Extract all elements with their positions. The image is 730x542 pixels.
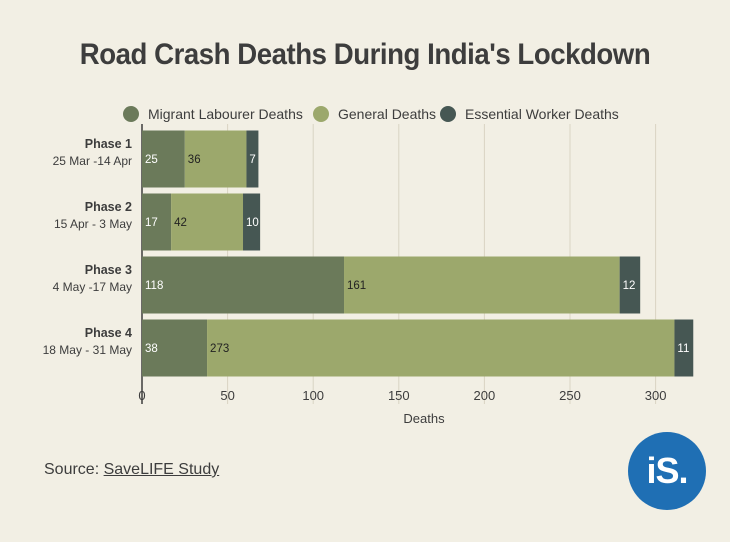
bar-data-label: 25 bbox=[145, 154, 158, 166]
brand-logo[interactable]: iS. bbox=[628, 432, 706, 510]
bar-segment bbox=[674, 319, 694, 377]
bar-data-label: 42 bbox=[174, 217, 187, 229]
bar-data-label: 273 bbox=[210, 343, 229, 355]
bar-segment bbox=[142, 193, 172, 251]
x-tick-label: 50 bbox=[220, 388, 234, 403]
bar-data-label: 17 bbox=[145, 217, 158, 229]
legend-label: Essential Worker Deaths bbox=[465, 106, 619, 122]
bar-segment bbox=[246, 130, 259, 188]
x-axis-label: Deaths bbox=[403, 411, 445, 426]
x-tick-label: 150 bbox=[388, 388, 410, 403]
category-label: Phase 1 bbox=[85, 137, 132, 151]
category-dates: 25 Mar -14 Apr bbox=[53, 154, 132, 168]
bar-segment bbox=[619, 256, 641, 314]
category-label: Phase 4 bbox=[85, 326, 132, 340]
source-link[interactable]: SaveLIFE Study bbox=[103, 461, 220, 478]
bar-segment bbox=[142, 319, 208, 377]
bar-data-label: 11 bbox=[677, 343, 689, 355]
source-prefix: Source: bbox=[44, 461, 104, 478]
bar-data-label: 118 bbox=[145, 280, 163, 292]
category-dates: 4 May -17 May bbox=[53, 280, 132, 294]
bar-data-label: 38 bbox=[145, 343, 158, 355]
bar-data-label: 12 bbox=[623, 280, 636, 292]
bar-segment bbox=[184, 130, 247, 188]
category-label: Phase 3 bbox=[85, 263, 132, 277]
bar-data-label: 36 bbox=[188, 154, 201, 166]
bar-segment bbox=[344, 256, 620, 314]
category-label: Phase 2 bbox=[85, 200, 132, 214]
bar-segment bbox=[142, 256, 345, 314]
legend-label: Migrant Labourer Deaths bbox=[148, 106, 303, 122]
bar-segment bbox=[171, 193, 244, 251]
bar-segment bbox=[207, 319, 675, 377]
bar-segment bbox=[142, 130, 185, 188]
x-tick-label: 200 bbox=[474, 388, 496, 403]
bar-data-label: 10 bbox=[246, 217, 259, 229]
legend-swatch bbox=[440, 106, 456, 122]
bar-data-label: 161 bbox=[347, 280, 366, 292]
category-dates: 18 May - 31 May bbox=[43, 343, 132, 357]
legend-swatch bbox=[313, 106, 329, 122]
x-tick-label: 300 bbox=[645, 388, 667, 403]
bar-segment bbox=[243, 193, 261, 251]
legend-label: General Deaths bbox=[338, 106, 436, 122]
category-dates: 15 Apr - 3 May bbox=[54, 217, 132, 231]
bar-data-label: 7 bbox=[249, 154, 255, 166]
chart-title: Road Crash Deaths During India's Lockdow… bbox=[79, 38, 651, 71]
source-note: Source: SaveLIFE Study bbox=[44, 461, 219, 479]
legend-swatch bbox=[123, 106, 139, 122]
x-tick-label: 100 bbox=[302, 388, 324, 403]
x-tick-label: 250 bbox=[559, 388, 581, 403]
